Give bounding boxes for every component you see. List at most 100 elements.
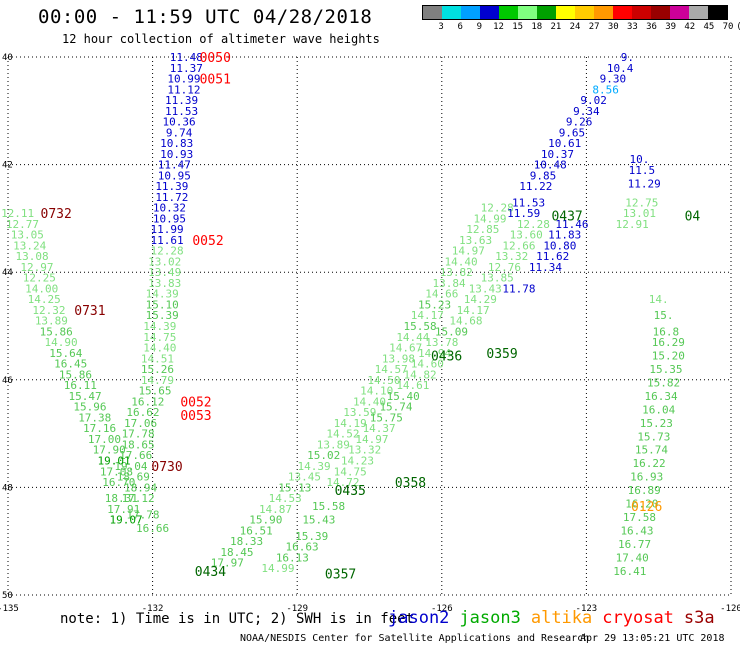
color-swatch [423,6,442,19]
x-tick-label: -129 [286,604,308,614]
pass-time-label: 0731 [74,304,105,319]
wave-height-point: 14.23 [341,455,374,468]
pass-time-label: 0051 [200,73,231,88]
wave-height-point: 14.82 [404,368,437,381]
pass-time-label: 0050 [200,51,231,66]
wave-height-point: 10.95 [153,212,186,225]
wave-height-point: 15.90 [249,514,282,527]
pass-time-label: 0436 [431,350,462,365]
legend-item-jason2: jason2 [388,608,450,628]
wave-height-point: 11.39 [165,94,198,107]
wave-height-point: 16.20 [625,498,658,511]
wave-height-point: 10.4 [607,62,634,75]
wave-height-point: 15.02 [307,449,340,462]
wave-height-point: 15.39 [295,530,328,543]
color-swatch [442,6,461,19]
wave-height-point: 14.37 [363,422,396,435]
wave-height-point: 14.79 [141,374,174,387]
wave-height-points: 11.4811.3710.9911.1211.3911.5310.369.741… [1,51,685,578]
color-scale-label: 9 [476,22,483,32]
wave-height-point: 13.59 [343,406,376,419]
wave-height-point: 12.85 [466,223,499,236]
wave-height-point: 14.29 [464,293,497,306]
wave-height-point: 14.52 [326,428,359,441]
wave-height-point: 16.77 [618,538,651,551]
wave-height-point: 17.16 [83,422,116,435]
wave-height-point: 14.57 [375,363,408,376]
wave-height-point: 14.61 [396,379,429,392]
footer-timestamp: Apr 29 13:05:21 UTC 2018 [580,633,725,644]
wave-height-point: 14.60 [411,358,444,371]
color-scale-label: 30 [607,22,619,32]
wave-height-point: 14.90 [44,336,77,349]
y-tick-label: 44 [2,268,13,278]
color-swatch [518,6,537,19]
wave-height-point: 15. [654,309,674,322]
wave-height-point: 14.50 [367,374,400,387]
wave-height-point: 15.96 [73,401,106,414]
wave-height-point: 12.28 [150,245,183,258]
wave-height-point: 14.97 [355,433,388,446]
wave-height-point: 15.26 [141,363,174,376]
lat-lon-grid [7,56,732,596]
wave-height-point: 11.5 [629,164,656,177]
wave-height-point: 14.75 [143,331,176,344]
wave-height-point: 13.32 [495,250,528,263]
color-scale-bar [422,5,728,20]
x-tick-label: -120 [720,604,740,614]
footer-note: note: 1) Time is in UTC; 2) SWH is in fe… [60,611,415,627]
y-tick-label: 46 [2,376,13,386]
wave-height-point: 16.34 [645,390,678,403]
wave-height-point: 12.28 [517,218,550,231]
wave-height-point: 15.20 [652,350,685,363]
wave-height-point: 10.36 [163,116,196,129]
wave-height-point: 13.43 [469,282,502,295]
wave-height-point: 13.32 [348,444,381,457]
wave-height-point: 9.30 [600,73,627,86]
color-scale-label: 6 [457,22,463,32]
color-scale-label: 21 [550,22,562,32]
wave-height-point: 10.93 [160,148,193,161]
y-tick-label: 40 [2,53,13,63]
wave-height-point: 17.91 [107,503,140,516]
wave-height-point: 13.82 [440,266,473,279]
wave-height-point: 12.76 [488,261,521,274]
wave-height-point: 12.91 [616,218,649,231]
color-swatch [632,6,651,19]
wave-height-point: 10.32 [153,202,186,215]
wave-height-point: 14.40 [445,255,478,268]
wave-height-point: 14.25 [28,293,61,306]
wave-height-point: 9.85 [530,169,557,182]
wave-height-point: 16.12 [131,395,164,408]
wave-height-point: 13.05 [11,229,44,242]
wave-height-point: 9.26 [566,116,593,129]
wave-height-point: 16.43 [620,524,653,537]
wave-height-point: 11.47 [158,159,191,172]
wave-height-point: 10.95 [158,169,191,182]
wave-height-point: 11.72 [155,191,188,204]
wave-height-point: 13.08 [16,250,49,263]
wave-height-point: 16.13 [276,551,309,564]
wave-height-point: 15.09 [435,325,468,338]
x-tick-label: -132 [142,604,164,614]
wave-height-point: 15.43 [302,514,335,527]
wave-height-point: 11.22 [519,180,552,193]
wave-height-point: 14.17 [457,304,490,317]
color-scale-label: 33 [626,22,638,32]
color-swatch [613,6,632,19]
pass-time-label: 0126 [631,500,662,515]
wave-height-point: 18.94 [124,481,157,494]
legend-item-altika: altika [530,608,593,628]
wave-height-point: 11.78 [502,282,535,295]
wave-height-point: 13.84 [432,277,465,290]
wave-height-point: 13.45 [288,471,321,484]
wave-height-point: 10.61 [548,137,581,150]
wave-height-point: 13.49 [148,266,181,279]
color-scale-label: 42 [684,22,696,32]
wave-height-point: 11.61 [150,234,183,247]
wave-height-point: 13.63 [459,234,492,247]
wave-height-point: 15.86 [59,368,92,381]
color-swatch [537,6,556,19]
wave-height-point: 16.22 [632,457,665,470]
color-swatch [575,6,594,19]
